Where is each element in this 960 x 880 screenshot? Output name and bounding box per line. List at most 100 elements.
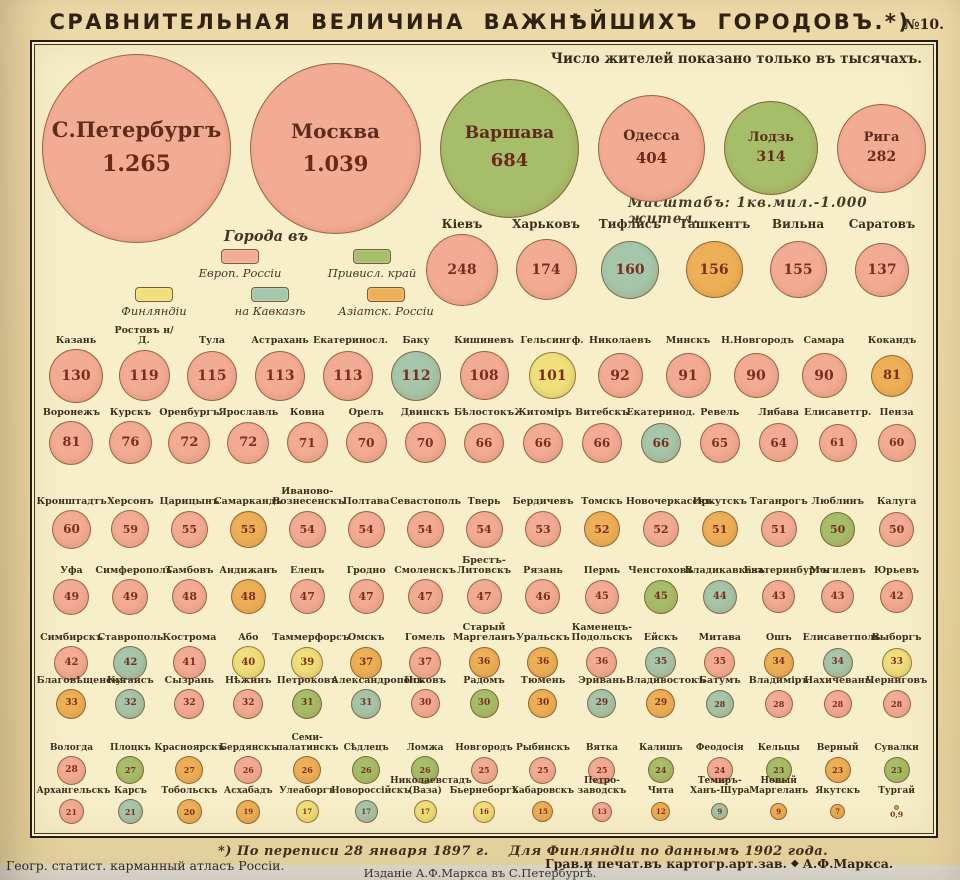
- city-circle: 72: [227, 421, 270, 464]
- city-cell: Вологда 28: [42, 743, 101, 785]
- city-cell: Ломжа 26: [396, 743, 455, 785]
- circle-wrap: 112: [391, 349, 441, 403]
- city-label: Батумъ: [698, 675, 741, 686]
- city-label: Одесса: [623, 128, 680, 145]
- chart-row-7: Симбирскъ 42 Ставрополь 42 Кострома 41 Або 40 Та…: [40, 622, 926, 680]
- city-cell: Красноярскъ 27: [154, 743, 225, 785]
- city-circle: 55: [229, 510, 267, 548]
- city-circle: 32: [233, 688, 264, 719]
- city-circle: 51: [701, 511, 738, 548]
- city-label: Ковна: [289, 407, 325, 418]
- publisher-emblem-icon: ◆: [790, 858, 799, 869]
- circle-wrap: 66: [581, 420, 622, 465]
- city-cell: Черниговъ 28: [866, 675, 927, 719]
- city-label: Уфа: [60, 565, 83, 577]
- city-cell: Каменецъ-Подольскъ 36: [571, 622, 632, 680]
- city-value: 72: [180, 435, 199, 451]
- circle-wrap: 31: [351, 688, 382, 719]
- legend-swatch: [221, 249, 259, 264]
- circle-wrap: 66: [464, 420, 505, 465]
- legend-label: Азіатск. Россіи: [338, 304, 434, 318]
- city-value: 45: [594, 590, 609, 602]
- city-cell: Нахичевань 28: [804, 675, 871, 719]
- city-cell: Кіевъ 248: [420, 217, 504, 306]
- city-cell: Феодосія 24: [690, 743, 749, 785]
- city-circle: 52: [583, 511, 620, 548]
- city-label: Хабаровскъ: [511, 785, 575, 796]
- city-cell: Севастополь 54: [390, 496, 461, 549]
- city-value: 160: [615, 261, 645, 278]
- circle-wrap: 17: [295, 799, 319, 825]
- city-circle: 113: [255, 350, 305, 401]
- city-circle: 43: [762, 580, 796, 614]
- city-circle: 36: [586, 647, 618, 679]
- city-circle: 35: [704, 647, 736, 679]
- city-label: Харьковъ: [512, 217, 580, 231]
- chart-row-5: Кронштадтъ 60 Херсонъ 59 Царицынъ 55 Самарканд…: [36, 486, 926, 549]
- city-circle: 70: [345, 422, 387, 464]
- city-cell: Елисаветполь 34: [803, 632, 881, 679]
- circle-wrap: 25: [470, 756, 498, 785]
- circle-wrap: 21: [117, 799, 143, 825]
- city-cell: Варшава 684: [440, 78, 579, 218]
- city-cell: Семи-палатинскъ 26: [276, 733, 338, 785]
- city-label: Рязань: [523, 565, 563, 577]
- city-label: Тифлисъ: [598, 217, 662, 231]
- city-cell: Воронежъ 81: [42, 407, 101, 465]
- circle-wrap: 30: [410, 688, 440, 719]
- circle-wrap: 72: [227, 420, 270, 465]
- city-cell: Владикавказъ 44: [685, 565, 765, 614]
- circle-wrap: 37: [350, 646, 383, 680]
- circle-wrap: 43: [762, 579, 796, 615]
- city-label: Тургай: [878, 785, 915, 796]
- city-value: 101: [537, 367, 567, 384]
- city-label: Иркутскъ: [692, 496, 747, 508]
- city-circle: 25: [529, 756, 557, 784]
- city-value: 34: [772, 657, 785, 668]
- circle-wrap: 108: [459, 349, 509, 403]
- circle-wrap: 48: [171, 579, 207, 615]
- circle-wrap: 50: [820, 510, 856, 549]
- city-circle: 43: [821, 580, 855, 614]
- city-value: 25: [596, 765, 608, 776]
- city-label: Тверь: [467, 496, 501, 508]
- city-label: Благовѣщенскъ: [36, 675, 127, 686]
- city-value: 9: [776, 807, 782, 817]
- city-label: Полтава: [342, 496, 390, 508]
- city-value: 46: [535, 590, 551, 604]
- city-circle: С.Петербургъ 1.265: [42, 53, 231, 243]
- city-label: Рига: [863, 130, 900, 146]
- circle-wrap: 60: [51, 509, 91, 549]
- city-label: Ростовъ н/Д.: [114, 325, 174, 347]
- city-cell: Андижанъ 48: [219, 565, 278, 615]
- circle-wrap: 71: [286, 420, 328, 465]
- city-value: 282: [866, 148, 897, 165]
- circle-wrap: 32: [233, 688, 264, 719]
- circle-wrap: 42: [54, 645, 89, 680]
- legend-item-kav: на Кавказѣ: [214, 287, 326, 318]
- city-label: Псковъ: [404, 675, 447, 686]
- circle-wrap: 72: [168, 420, 211, 465]
- city-label: Николаевъ: [588, 335, 651, 347]
- city-label: Ярославль: [218, 407, 279, 418]
- circle-wrap: 51: [701, 510, 738, 549]
- city-circle: 61: [818, 423, 857, 462]
- city-value: 31: [300, 698, 314, 709]
- city-circle: 17: [295, 800, 319, 824]
- city-value: 28: [773, 698, 785, 709]
- city-value: 36: [595, 657, 609, 668]
- city-value: 48: [181, 590, 197, 604]
- city-cell: Кокандъ 81: [858, 335, 926, 402]
- circle-wrap: 54: [406, 510, 444, 549]
- city-value: 81: [62, 435, 81, 451]
- city-value: 64: [770, 435, 788, 450]
- city-value: 25: [478, 765, 490, 776]
- city-circle: 65: [699, 422, 740, 463]
- city-label: Тобольскъ: [161, 785, 218, 796]
- circle-wrap: 49: [53, 578, 90, 615]
- city-label: Верный: [816, 742, 859, 753]
- city-value: 17: [302, 807, 313, 817]
- city-cell: Томскъ 52: [572, 496, 631, 548]
- city-value: 45: [653, 590, 668, 602]
- circle-wrap: 46: [525, 579, 561, 615]
